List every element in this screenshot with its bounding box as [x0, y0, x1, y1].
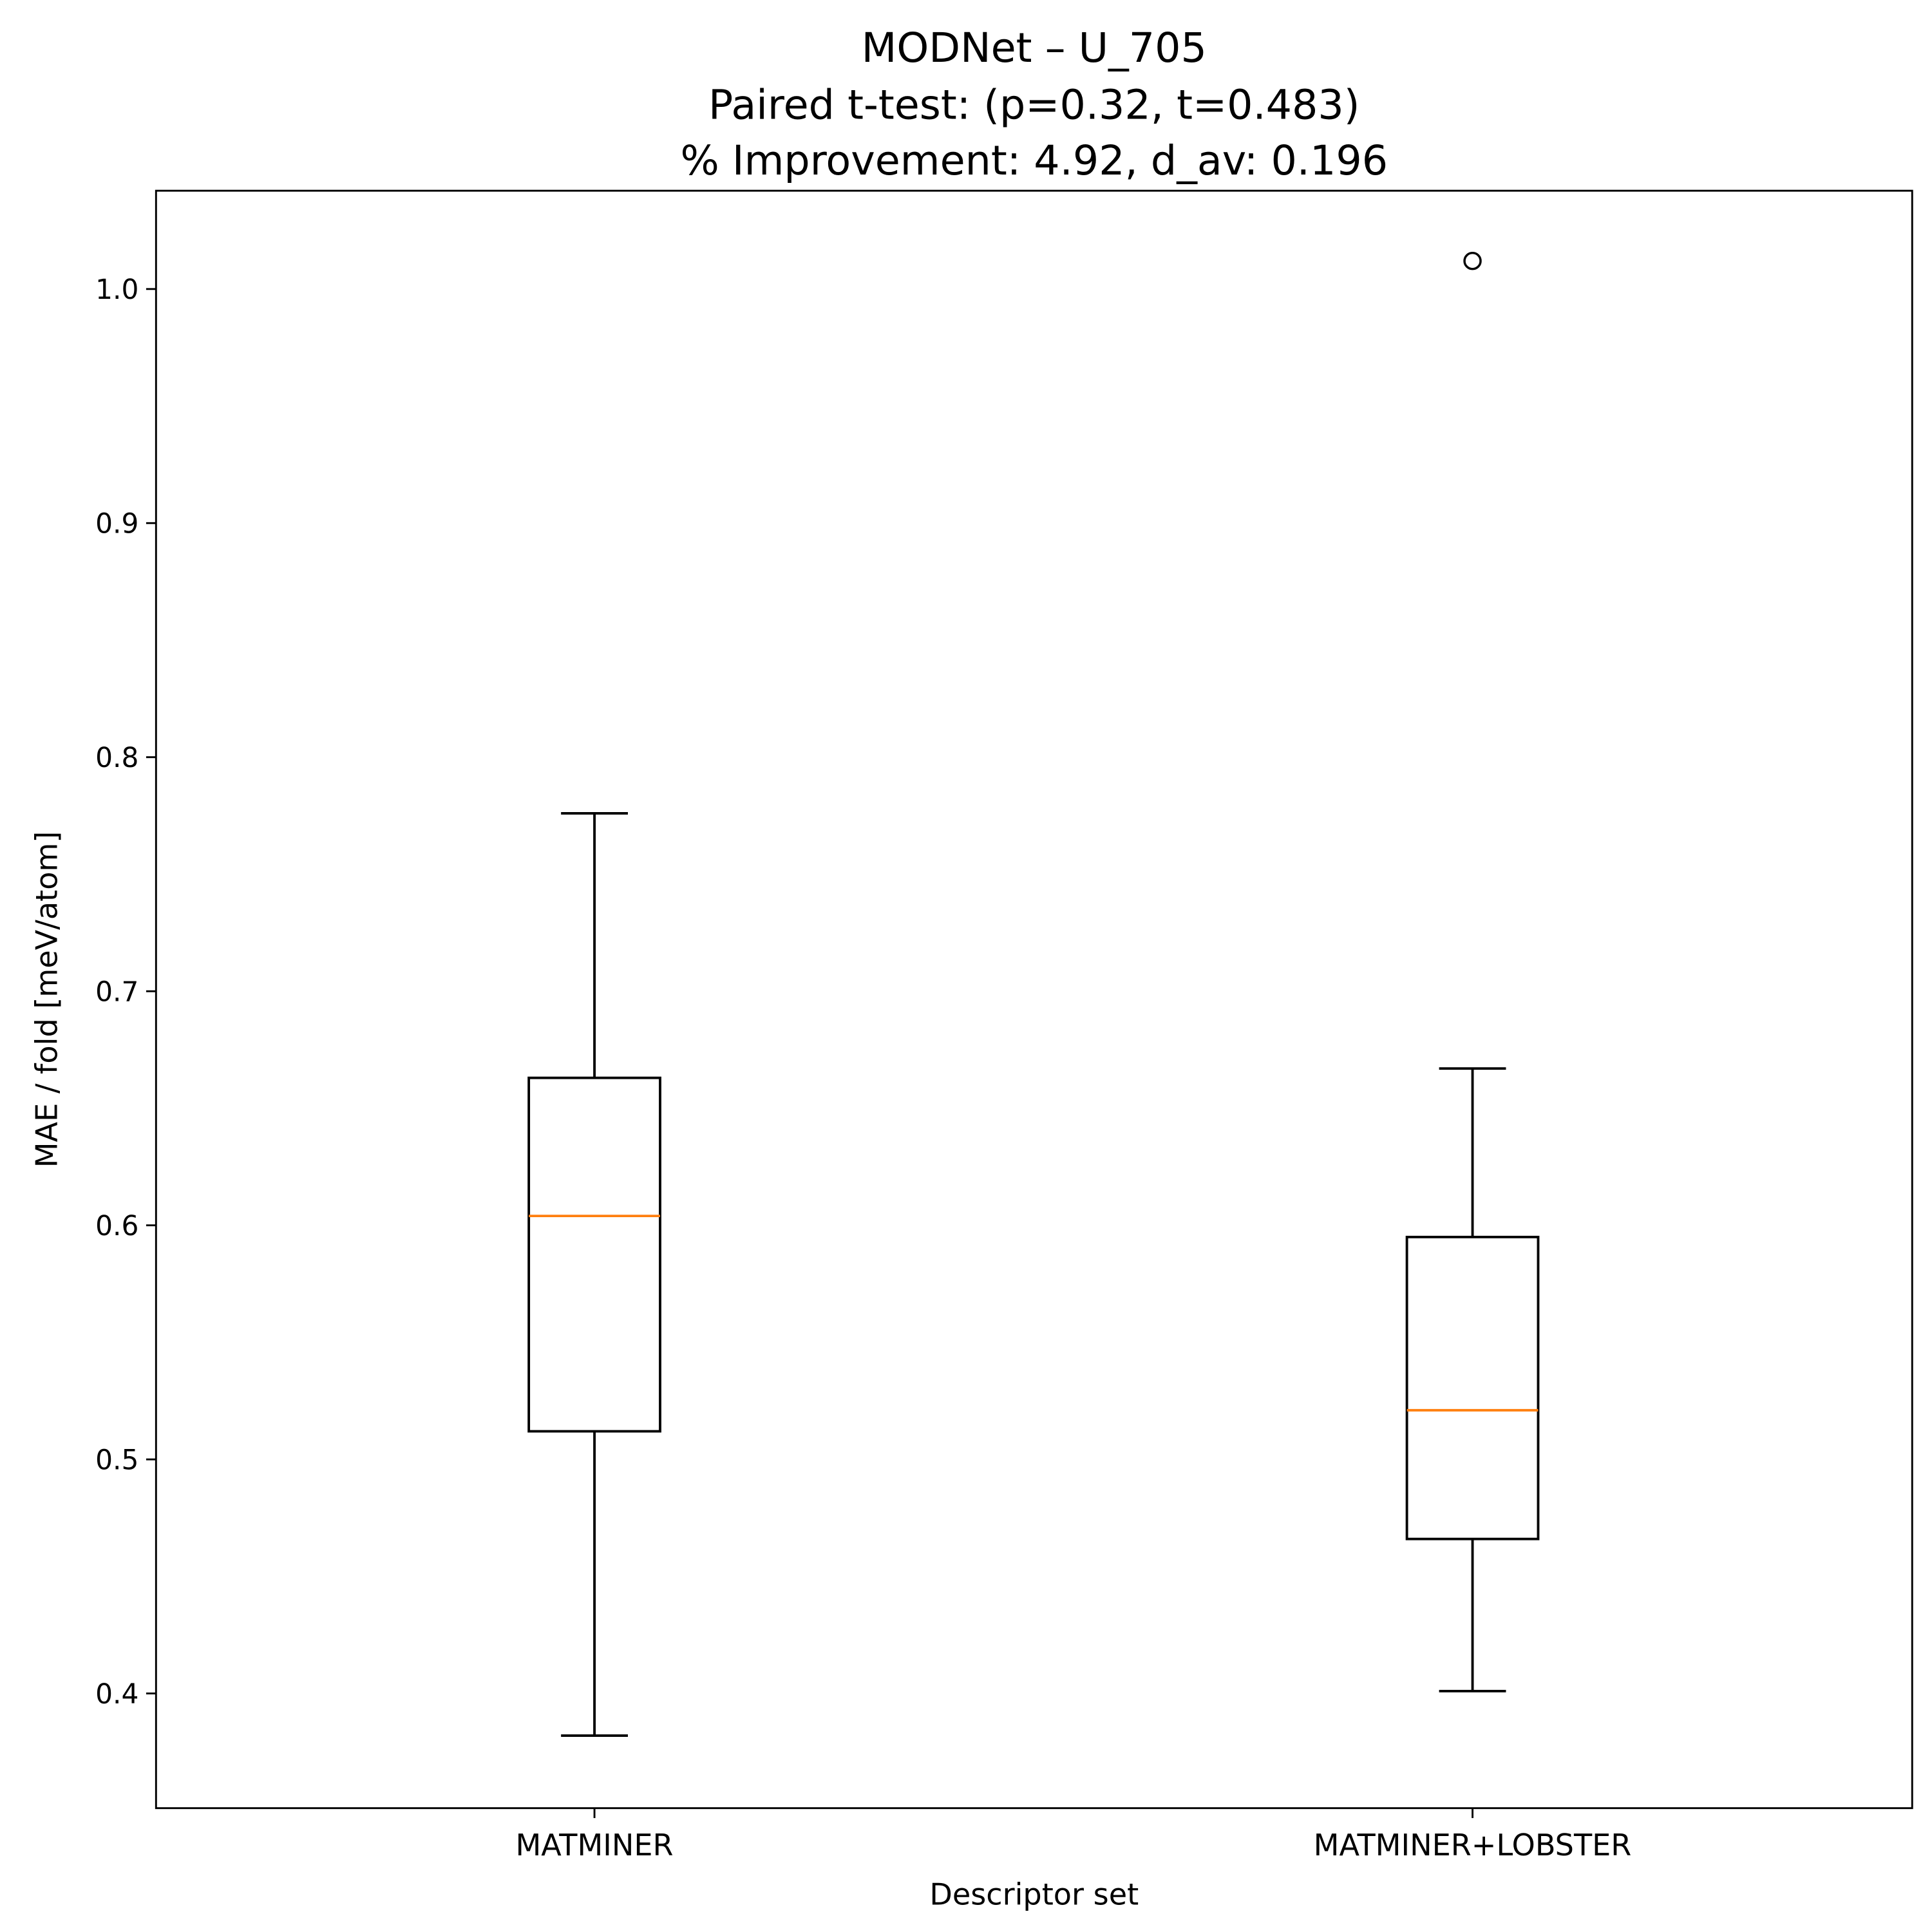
y-tick-label: 1.0 [95, 274, 138, 305]
y-axis-label: MAE / fold [meV/atom] [29, 831, 64, 1168]
x-tick-label: MATMINER+LOBSTER [1314, 1828, 1632, 1862]
outlier-point [1463, 251, 1482, 270]
y-tick-label: 0.6 [95, 1210, 138, 1242]
y-tick-label: 0.4 [95, 1678, 138, 1710]
plot-area: 0.4 0.5 0.6 0.7 0.8 0.9 1.0 MATMINER MATMINER+LO… [95, 251, 1632, 1862]
y-tick-label: 0.5 [95, 1444, 138, 1476]
chart-title-line-1: MODNet – U_705 [862, 24, 1207, 71]
y-tick-label: 0.8 [95, 742, 138, 773]
y-tick-label: 0.9 [95, 508, 138, 540]
chart-title-line-2: Paired t-test: (p=0.32, t=0.483) [708, 81, 1360, 129]
axes-frame [155, 189, 1913, 1810]
box [1405, 1235, 1540, 1540]
x-axis-label: Descriptor set [929, 1877, 1139, 1912]
chart-title-line-3: % Improvement: 4.92, d_av: 0.196 [680, 137, 1388, 184]
x-tick-label: MATMINER [516, 1828, 674, 1862]
y-tick-label: 0.7 [95, 976, 138, 1008]
box [527, 1076, 661, 1433]
